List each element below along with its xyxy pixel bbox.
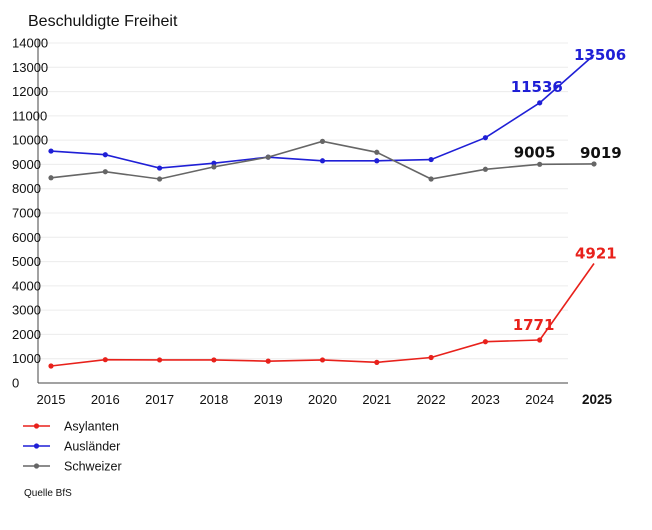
value-label-9019: 9019	[580, 144, 622, 162]
data-point-ausl-nder-2018	[211, 160, 217, 166]
x-tick-label-2022: 2022	[417, 392, 446, 407]
data-point-schweizer-2018	[211, 164, 217, 170]
legend-item-asylanten: Asylanten	[23, 420, 119, 434]
x-axis-ticks: 2015 2016 2017 2018 2019 2020 2021 2022 2023 2024…	[37, 392, 613, 407]
data-point-ausl-nder-2017	[157, 165, 163, 171]
data-point-asylanten-2022	[428, 354, 434, 361]
data-point-schweizer-2025	[591, 161, 597, 167]
y-tick-label-11000: 11000	[12, 108, 47, 123]
data-point-schweizer-2015	[48, 175, 54, 181]
legend-label-asylanten: Asylanten	[64, 420, 119, 434]
value-label-9005: 9005	[514, 143, 556, 161]
x-tick-label-2017: 2017	[145, 392, 174, 407]
data-point-ausl-nder-2022	[428, 156, 434, 163]
legend-item-ausl-nder: Ausländer	[23, 440, 120, 454]
y-tick-label-12000: 12000	[12, 84, 48, 99]
series-projection-asylanten	[539, 263, 595, 341]
y-tick-label-4000: 4000	[12, 278, 41, 293]
y-tick-label-2000: 2000	[12, 327, 41, 342]
y-tick-label-3000: 3000	[12, 303, 41, 318]
y-axis-ticks: 0 1000 2000 3000 4000 5000 6000 7000 8000 9000 100…	[12, 36, 48, 391]
data-point-ausl-nder-2020	[319, 158, 326, 164]
y-tick-label-13000: 13000	[12, 60, 48, 75]
data-point-asylanten-2019	[265, 358, 271, 364]
data-point-schweizer-2023	[482, 166, 488, 172]
source-note: Quelle BfS	[24, 488, 72, 499]
series-projection-ausl-nder	[539, 54, 595, 104]
value-label-1771: 1771	[513, 316, 555, 334]
y-tick-label-9000: 9000	[12, 157, 41, 172]
chart-title: Beschuldigte Freiheit	[28, 13, 178, 30]
y-tick-label-5000: 5000	[12, 254, 41, 269]
y-tick-label-8000: 8000	[12, 181, 41, 196]
y-tick-label-0: 0	[12, 376, 19, 391]
data-point-asylanten-2024	[537, 337, 543, 343]
x-tick-label-2015: 2015	[37, 392, 66, 407]
legend-swatch-marker-ausl-nder	[33, 443, 40, 449]
legend-label-ausl-nder: Ausländer	[64, 440, 120, 454]
y-tick-label-10000: 10000	[12, 133, 48, 148]
legend-swatch-marker-schweizer	[33, 463, 40, 469]
data-point-asylanten-2023	[482, 339, 488, 345]
data-point-asylanten-2015	[48, 363, 54, 369]
x-tick-label-2025: 2025	[582, 392, 613, 407]
x-tick-label-2020: 2020	[308, 392, 337, 407]
annotations: 13506 11536 9005 9019 4921 1771	[511, 46, 626, 334]
data-point-schweizer-2024	[537, 161, 543, 167]
data-point-schweizer-2022	[428, 176, 434, 182]
x-tick-label-2023: 2023	[471, 392, 500, 407]
data-point-schweizer-2016	[102, 169, 108, 175]
data-point-asylanten-2018	[211, 357, 217, 363]
x-tick-label-2021: 2021	[362, 392, 391, 407]
data-point-ausl-nder-2023	[482, 135, 488, 141]
data-point-asylanten-2021	[374, 359, 380, 365]
data-point-schweizer-2017	[157, 176, 163, 182]
y-tick-label-7000: 7000	[12, 206, 41, 221]
y-tick-label-6000: 6000	[12, 230, 41, 245]
data-point-ausl-nder-2021	[374, 158, 380, 164]
value-label-13506: 13506	[574, 46, 626, 64]
y-tick-label-14000: 14000	[12, 36, 48, 51]
legend-item-schweizer: Schweizer	[23, 460, 122, 474]
series-line-ausl-nder	[50, 102, 541, 169]
legend-label-schweizer: Schweizer	[64, 460, 122, 474]
series	[48, 54, 597, 369]
x-tick-label-2016: 2016	[91, 392, 120, 407]
data-point-ausl-nder-2015	[48, 148, 54, 154]
data-point-ausl-nder-2016	[102, 152, 108, 158]
x-tick-label-2024: 2024	[525, 392, 554, 407]
series-line-asylanten	[50, 339, 540, 367]
data-point-asylanten-2017	[157, 357, 163, 363]
data-point-schweizer-2021	[374, 149, 380, 155]
legend: Asylanten Ausländer Schweizer	[23, 420, 122, 474]
x-tick-label-2019: 2019	[254, 392, 283, 407]
value-label-4921: 4921	[575, 244, 617, 262]
data-point-asylanten-2020	[319, 357, 326, 363]
value-label-11536: 11536	[511, 78, 563, 96]
axes	[37, 39, 568, 384]
x-tick-label-2018: 2018	[199, 392, 228, 407]
y-tick-label-1000: 1000	[12, 351, 41, 366]
data-point-schweizer-2019	[265, 154, 271, 160]
data-point-asylanten-2016	[102, 357, 108, 363]
legend-swatch-marker-asylanten	[33, 423, 40, 429]
data-point-schweizer-2020	[319, 138, 326, 144]
grid	[38, 42, 568, 360]
data-point-ausl-nder-2024	[537, 100, 543, 106]
